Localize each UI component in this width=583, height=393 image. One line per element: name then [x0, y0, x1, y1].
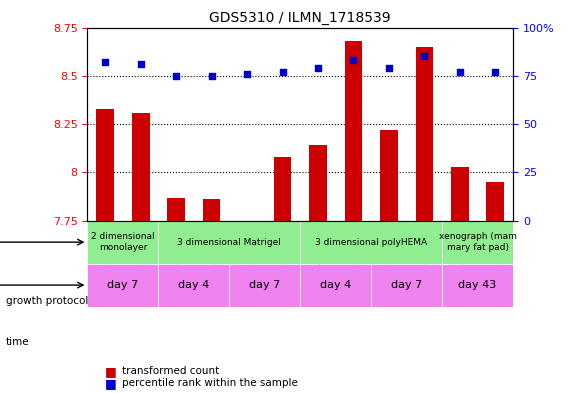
Bar	[309, 145, 327, 221]
Text: 2 dimensional
monolayer: 2 dimensional monolayer	[91, 232, 154, 252]
Point	[420, 53, 429, 60]
Text: 3 dimensional polyHEMA: 3 dimensional polyHEMA	[315, 238, 427, 247]
FancyBboxPatch shape	[229, 264, 300, 307]
Text: time: time	[6, 337, 30, 347]
Title: GDS5310 / ILMN_1718539: GDS5310 / ILMN_1718539	[209, 11, 391, 25]
FancyBboxPatch shape	[300, 264, 371, 307]
FancyBboxPatch shape	[300, 221, 442, 264]
Bar	[132, 112, 149, 221]
Bar	[451, 167, 469, 221]
Text: 3 dimensional Matrigel: 3 dimensional Matrigel	[177, 238, 281, 247]
Text: day 4: day 4	[178, 280, 209, 290]
Point	[136, 61, 145, 67]
FancyBboxPatch shape	[159, 264, 229, 307]
FancyBboxPatch shape	[159, 221, 300, 264]
Point	[313, 65, 322, 71]
Point	[243, 71, 252, 77]
Bar	[345, 41, 362, 221]
Point	[349, 57, 358, 64]
Text: day 4: day 4	[320, 280, 352, 290]
Text: percentile rank within the sample: percentile rank within the sample	[122, 378, 298, 388]
Point	[207, 73, 216, 79]
Text: day 43: day 43	[458, 280, 497, 290]
Point	[384, 65, 394, 71]
Text: ■: ■	[105, 365, 117, 378]
FancyBboxPatch shape	[371, 264, 442, 307]
Text: day 7: day 7	[249, 280, 280, 290]
Text: growth protocol: growth protocol	[6, 296, 88, 306]
FancyBboxPatch shape	[87, 221, 159, 264]
Bar	[380, 130, 398, 221]
Text: transformed count: transformed count	[122, 366, 220, 376]
FancyBboxPatch shape	[442, 264, 513, 307]
Point	[491, 69, 500, 75]
Bar	[416, 47, 433, 221]
Text: day 7: day 7	[391, 280, 422, 290]
Bar	[273, 157, 292, 221]
Point	[100, 59, 110, 65]
Point	[455, 69, 465, 75]
Bar	[167, 198, 185, 221]
Text: ■: ■	[105, 376, 117, 390]
Bar	[96, 108, 114, 221]
Point	[171, 73, 181, 79]
Text: xenograph (mam
mary fat pad): xenograph (mam mary fat pad)	[438, 232, 517, 252]
Bar	[203, 199, 220, 221]
FancyBboxPatch shape	[442, 221, 513, 264]
Text: day 7: day 7	[107, 280, 139, 290]
Bar	[486, 182, 504, 221]
FancyBboxPatch shape	[87, 264, 159, 307]
Point	[278, 69, 287, 75]
